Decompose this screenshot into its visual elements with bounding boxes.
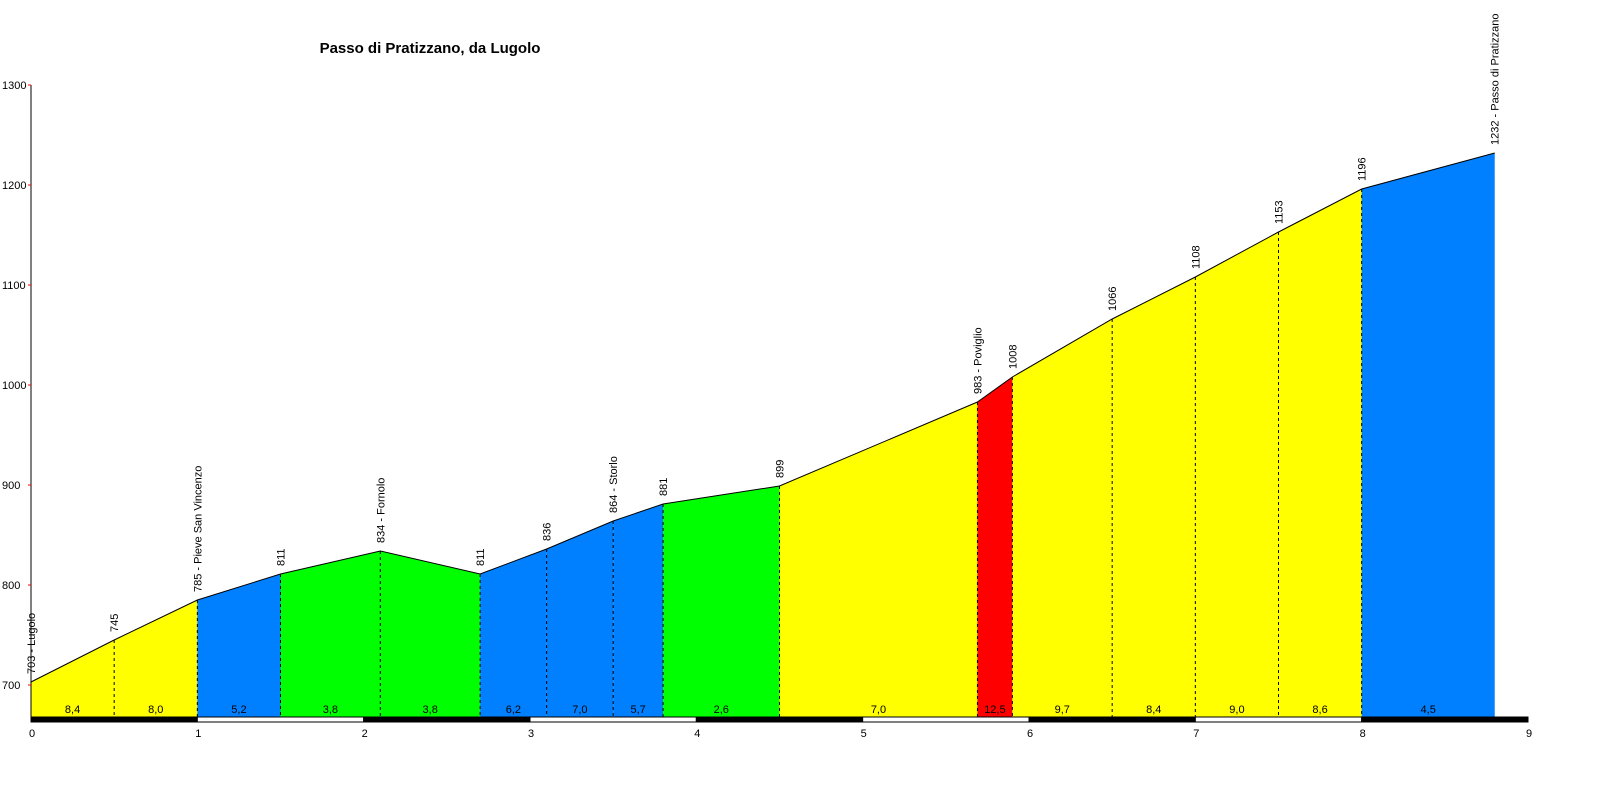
gradient-label: 5,7 xyxy=(630,704,645,716)
distance-bar-segment xyxy=(1361,716,1529,723)
segment-fill xyxy=(1112,277,1196,717)
y-tick-label: 900 xyxy=(2,480,20,492)
segment-fill xyxy=(1278,189,1362,717)
distance-bar-segment xyxy=(529,716,697,723)
point-label: 811 xyxy=(276,548,288,566)
distance-bar-segment xyxy=(196,716,365,723)
gradient-label: 4,5 xyxy=(1421,704,1436,716)
profile-outline xyxy=(30,152,1495,683)
x-tick-label: 8 xyxy=(1360,728,1366,740)
gradient-label: 9,7 xyxy=(1055,704,1070,716)
y-tick-label: 1100 xyxy=(2,280,26,292)
segment-fill xyxy=(546,521,614,717)
point-label: 1066 xyxy=(1107,287,1119,311)
point-label: 1153 xyxy=(1274,200,1286,224)
point-label: 864 - Storlo xyxy=(608,456,620,513)
gradient-label: 2,6 xyxy=(714,704,729,716)
point-label: 836 xyxy=(542,523,554,541)
segment-fill xyxy=(280,551,381,717)
x-tick-label: 7 xyxy=(1193,728,1199,740)
distance-bar-segment xyxy=(363,716,531,723)
gradient-label: 3,8 xyxy=(323,704,338,716)
point-label: 1008 xyxy=(1007,345,1019,369)
x-tick-label: 4 xyxy=(694,728,700,740)
distance-bar-segment xyxy=(1194,716,1363,723)
segment-fill xyxy=(1195,232,1279,717)
gradient-label: 8,4 xyxy=(1146,704,1161,716)
gradient-label: 8,0 xyxy=(148,704,163,716)
point-label: 745 xyxy=(109,614,121,632)
segment-fill xyxy=(779,402,978,717)
gradient-label: 3,8 xyxy=(423,704,438,716)
x-tick-label: 3 xyxy=(528,728,534,740)
y-tick-label: 800 xyxy=(2,580,20,592)
y-tick-label: 1000 xyxy=(2,380,26,392)
x-tick-label: 5 xyxy=(861,728,867,740)
gradient-label: 9,0 xyxy=(1229,704,1244,716)
point-label: 899 xyxy=(775,460,787,478)
x-tick-label: 0 xyxy=(29,728,35,740)
point-label: 834 - Fornolo xyxy=(375,478,387,543)
point-markers xyxy=(113,189,1363,717)
distance-bar-segment xyxy=(862,716,1030,723)
segment-fill xyxy=(197,574,281,717)
segment-fill xyxy=(663,486,780,717)
gradient-labels: 8,4 8,0 5,2 3,8 3,8 6,2 7,0 5,7 2,6 7,0 12,5 9,7 8,4… xyxy=(65,704,1436,716)
x-tick-label: 2 xyxy=(362,728,368,740)
chart-title: Passo di Pratizzano, da Lugolo xyxy=(320,40,541,57)
distance-bar-segment xyxy=(30,716,198,723)
gradient-label: 5,2 xyxy=(231,704,246,716)
y-tick-label: 1200 xyxy=(2,180,26,192)
segment-fill xyxy=(977,377,1013,717)
segment-fill xyxy=(380,551,481,717)
gradient-label: 7,0 xyxy=(871,704,886,716)
distance-bar-segment xyxy=(1028,716,1196,723)
segment-fill xyxy=(1012,319,1113,717)
segment-fills xyxy=(31,153,1495,717)
segment-fill xyxy=(31,640,115,717)
point-label: 811 xyxy=(475,548,487,566)
profile-line xyxy=(30,152,1495,683)
axes: 700 800 900 1000 1100 1200 1300 0 1 2 3 4 5 6 7 8 9 xyxy=(2,80,1532,740)
point-label: 1196 xyxy=(1357,157,1369,181)
x-tick-label: 6 xyxy=(1027,728,1033,740)
point-label: 983 - Poviglio xyxy=(972,327,984,394)
segment-fill xyxy=(480,549,547,717)
y-tick-label: 1300 xyxy=(2,80,26,92)
point-label: 703 - Lugolo xyxy=(26,613,38,674)
segment-fill xyxy=(114,600,198,717)
gradient-label: 6,2 xyxy=(506,704,521,716)
point-label: 1232 - Passo di Pratizzano xyxy=(1490,14,1502,145)
point-label: 881 xyxy=(658,478,670,496)
distance-bar-segment xyxy=(695,716,864,723)
point-label: 785 - Pieve San Vincenzo xyxy=(192,466,204,592)
point-label: 1108 xyxy=(1190,245,1202,269)
segment-fill xyxy=(1361,153,1495,717)
gradient-label: 7,0 xyxy=(572,704,587,716)
gradient-label: 8,6 xyxy=(1312,704,1327,716)
y-tick-label: 700 xyxy=(2,680,20,692)
gradient-label: 12,5 xyxy=(984,704,1005,716)
x-tick-label: 1 xyxy=(195,728,201,740)
x-tick-label: 9 xyxy=(1526,728,1532,740)
segment-fill xyxy=(613,504,664,717)
gradient-label: 8,4 xyxy=(65,704,80,716)
point-labels: 703 - Lugolo 745 785 - Pieve San Vincenzo 8… xyxy=(26,14,1502,674)
